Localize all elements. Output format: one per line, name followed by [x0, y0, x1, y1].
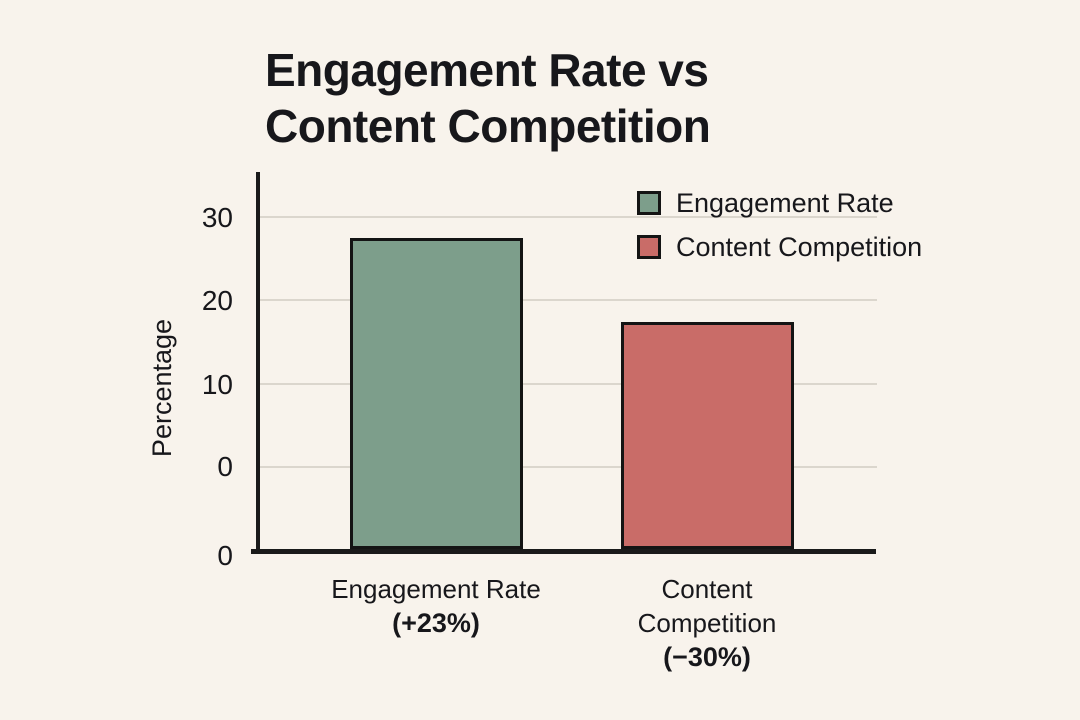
y-tick-10: 10 — [201, 369, 233, 400]
legend-label-engagement-rate: Engagement Rate — [676, 187, 894, 218]
y-axis-line — [256, 172, 260, 554]
y-tick-30: 30 — [201, 202, 233, 233]
legend: Engagement Rate Content Competition — [637, 188, 922, 276]
gridline-30 — [260, 216, 877, 218]
chart-title-line2: Content Competition — [265, 100, 711, 152]
y-tick-0: 0 — [217, 451, 233, 482]
legend-item-content-competition: Content Competition — [637, 232, 922, 262]
legend-item-engagement-rate: Engagement Rate — [637, 188, 922, 218]
legend-swatch-content-competition — [637, 235, 661, 259]
x-tick-engagement-rate-annotation: (+23%) — [392, 608, 480, 638]
y-tick-20: 20 — [201, 285, 233, 316]
gridline-0 — [260, 466, 877, 468]
legend-label-content-competition: Content Competition — [676, 231, 923, 262]
bar-engagement-rate — [350, 237, 523, 549]
x-tick-content-competition-line1: Content — [661, 574, 753, 604]
chart-title-line1: Engagement Rate vs — [265, 44, 709, 96]
x-axis-line — [251, 549, 876, 554]
legend-swatch-engagement-rate — [637, 191, 661, 215]
chart-title: Engagement Rate vs Content Competition — [265, 42, 711, 154]
x-tick-engagement-rate-line1: Engagement Rate — [331, 574, 541, 604]
x-tick-content-competition-line2: Competition — [637, 608, 777, 638]
gridline-20 — [260, 299, 877, 301]
gridline-10 — [260, 383, 877, 385]
x-tick-content-competition: Content Competition (−30%) — [567, 572, 847, 674]
x-tick-engagement-rate: Engagement Rate (+23%) — [296, 572, 576, 640]
y-tick-origin: 0 — [217, 540, 233, 571]
x-tick-content-competition-annotation: (−30%) — [663, 642, 751, 672]
bar-content-competition — [621, 322, 794, 549]
